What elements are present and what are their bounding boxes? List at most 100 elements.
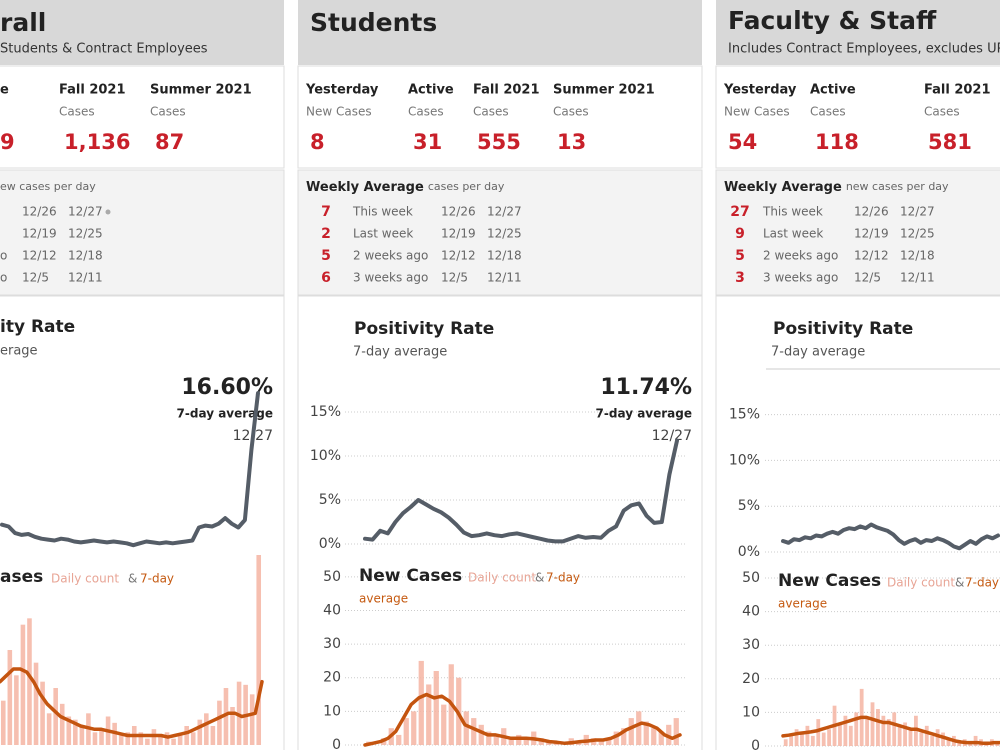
weekly-start: 12/12	[854, 249, 889, 263]
weekly-start: 12/5	[441, 271, 468, 285]
stat-label: Active	[408, 83, 454, 98]
bar	[197, 719, 203, 745]
weekly-box	[715, 169, 1000, 296]
bar	[924, 725, 929, 746]
y-tick-label: 30	[742, 637, 760, 653]
weekly-start: 12/26	[22, 205, 57, 219]
bar	[838, 722, 842, 746]
weekly-value: 5	[735, 248, 745, 264]
data-line	[363, 438, 679, 544]
y-tick-label: 10%	[310, 448, 341, 464]
weekly-start: 12/19	[22, 227, 57, 241]
bar	[177, 735, 183, 745]
bar	[621, 728, 627, 745]
chart-title: New Cases	[778, 571, 881, 591]
weekly-header: Weekly Average cases per day	[306, 180, 505, 195]
bar	[658, 731, 664, 745]
legend-text: Daily count	[887, 576, 955, 590]
weekly-value: 2	[321, 226, 331, 242]
stat-sub: Cases	[553, 105, 589, 119]
bar	[636, 711, 642, 745]
stat-value: 581	[928, 130, 972, 154]
bar	[628, 718, 634, 745]
bar	[946, 739, 951, 746]
stat-value: 31	[413, 130, 442, 154]
stat-label: Fall 2021	[59, 83, 126, 98]
weekly-end: 12/11	[68, 271, 103, 285]
bar	[171, 738, 176, 745]
panel-title: rall	[0, 8, 46, 37]
bar	[223, 688, 229, 745]
stat-value: 87	[155, 130, 184, 154]
stats-box	[715, 65, 1000, 169]
weekly-value: 27	[730, 204, 749, 220]
y-tick-label: 20	[742, 671, 760, 687]
weekly-label: o	[0, 249, 7, 263]
y-tick-label: 10	[323, 703, 341, 719]
bar	[794, 729, 799, 746]
bar	[418, 660, 424, 745]
legend-text: &	[128, 572, 137, 586]
bar	[643, 721, 649, 745]
bar	[184, 726, 189, 745]
annotation-value: 11.74%	[600, 375, 692, 400]
stat-value: 1,136	[64, 130, 130, 154]
bar	[957, 742, 962, 746]
bar	[396, 734, 402, 745]
weekly-note: ew cases per day	[0, 180, 96, 193]
header-band	[298, 0, 702, 65]
annotation-label: 7-day average	[177, 407, 273, 421]
bar	[53, 688, 58, 745]
weekly-note: new cases per day	[846, 180, 949, 193]
panel-subtitle: Students & Contract Employees	[0, 42, 208, 57]
bar	[441, 704, 447, 745]
stats-box	[0, 65, 285, 169]
bar	[783, 739, 788, 746]
weekly-start: 12/19	[441, 227, 476, 241]
stat-label: Active	[810, 83, 856, 98]
y-tick-label: 40	[323, 602, 341, 618]
chart-box	[297, 295, 703, 750]
bar	[158, 735, 163, 745]
annotation-date: 12/27	[652, 428, 692, 444]
weekly-value: 6	[321, 270, 331, 286]
stat-sub: Cases	[408, 105, 444, 119]
stat-label: Yesterday	[723, 83, 797, 98]
bar	[7, 650, 13, 745]
bar	[471, 718, 477, 745]
bar	[673, 718, 679, 745]
weekly-title: Weekly Average	[306, 180, 424, 195]
weekly-end: 12/11	[487, 271, 522, 285]
bar	[848, 725, 853, 746]
weekly-label: This week	[352, 205, 413, 219]
bar	[897, 725, 902, 746]
bar	[930, 735, 935, 746]
weekly-header: Weekly Average new cases per day	[724, 180, 949, 195]
chart-subtitle: erage	[0, 344, 38, 359]
weekly-title: Weekly Average	[724, 180, 842, 195]
panel-title: Faculty & Staff	[728, 6, 937, 35]
weekly-end: 12/18	[68, 249, 103, 263]
header-band	[0, 0, 284, 65]
bar	[33, 662, 39, 745]
weekly-box	[297, 169, 703, 296]
stat-label: Fall 2021	[473, 83, 540, 98]
weekly-start: 12/26	[854, 205, 889, 219]
bar	[821, 732, 826, 746]
bar	[881, 715, 886, 746]
bar	[908, 729, 913, 746]
stats-box	[297, 65, 703, 169]
bar	[854, 712, 859, 746]
weekly-end: 12/18	[900, 249, 935, 263]
weekly-start: 12/26	[441, 205, 476, 219]
stat-sub: Cases	[150, 105, 186, 119]
stat-value: 118	[815, 130, 859, 154]
bar	[816, 719, 821, 746]
chart-title: ases	[0, 567, 43, 587]
weekly-start: 12/12	[441, 249, 476, 263]
stat-label: Fall 2021	[924, 83, 991, 98]
weekly-end: 12/25	[487, 227, 522, 241]
legend-text: 7-day	[546, 571, 580, 585]
weekly-value: 5	[321, 248, 331, 264]
